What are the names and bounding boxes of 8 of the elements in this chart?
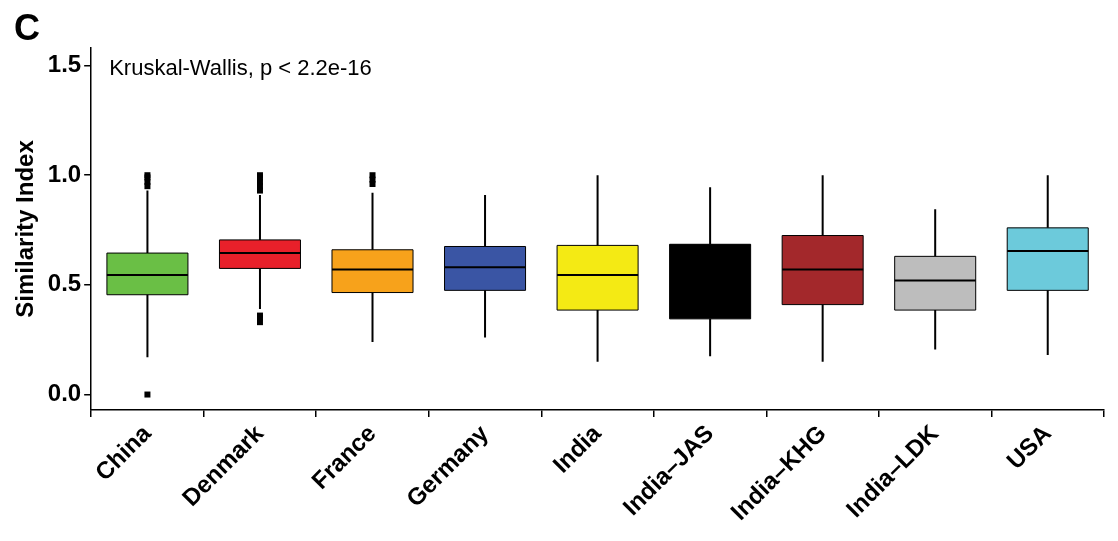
y-tick-label: 1.0 xyxy=(47,159,82,187)
x-tick-label: USA xyxy=(1001,419,1056,475)
y-tick-label: 1.5 xyxy=(47,50,82,78)
y-tick-label: 0.5 xyxy=(47,269,82,297)
y-tick-label: 0.0 xyxy=(47,379,82,407)
text: C xyxy=(14,6,40,48)
annotation: Kruskal-Wallis, p < 2.2e-16 xyxy=(109,55,372,81)
y-axis-title: Similarity Index xyxy=(11,139,39,318)
